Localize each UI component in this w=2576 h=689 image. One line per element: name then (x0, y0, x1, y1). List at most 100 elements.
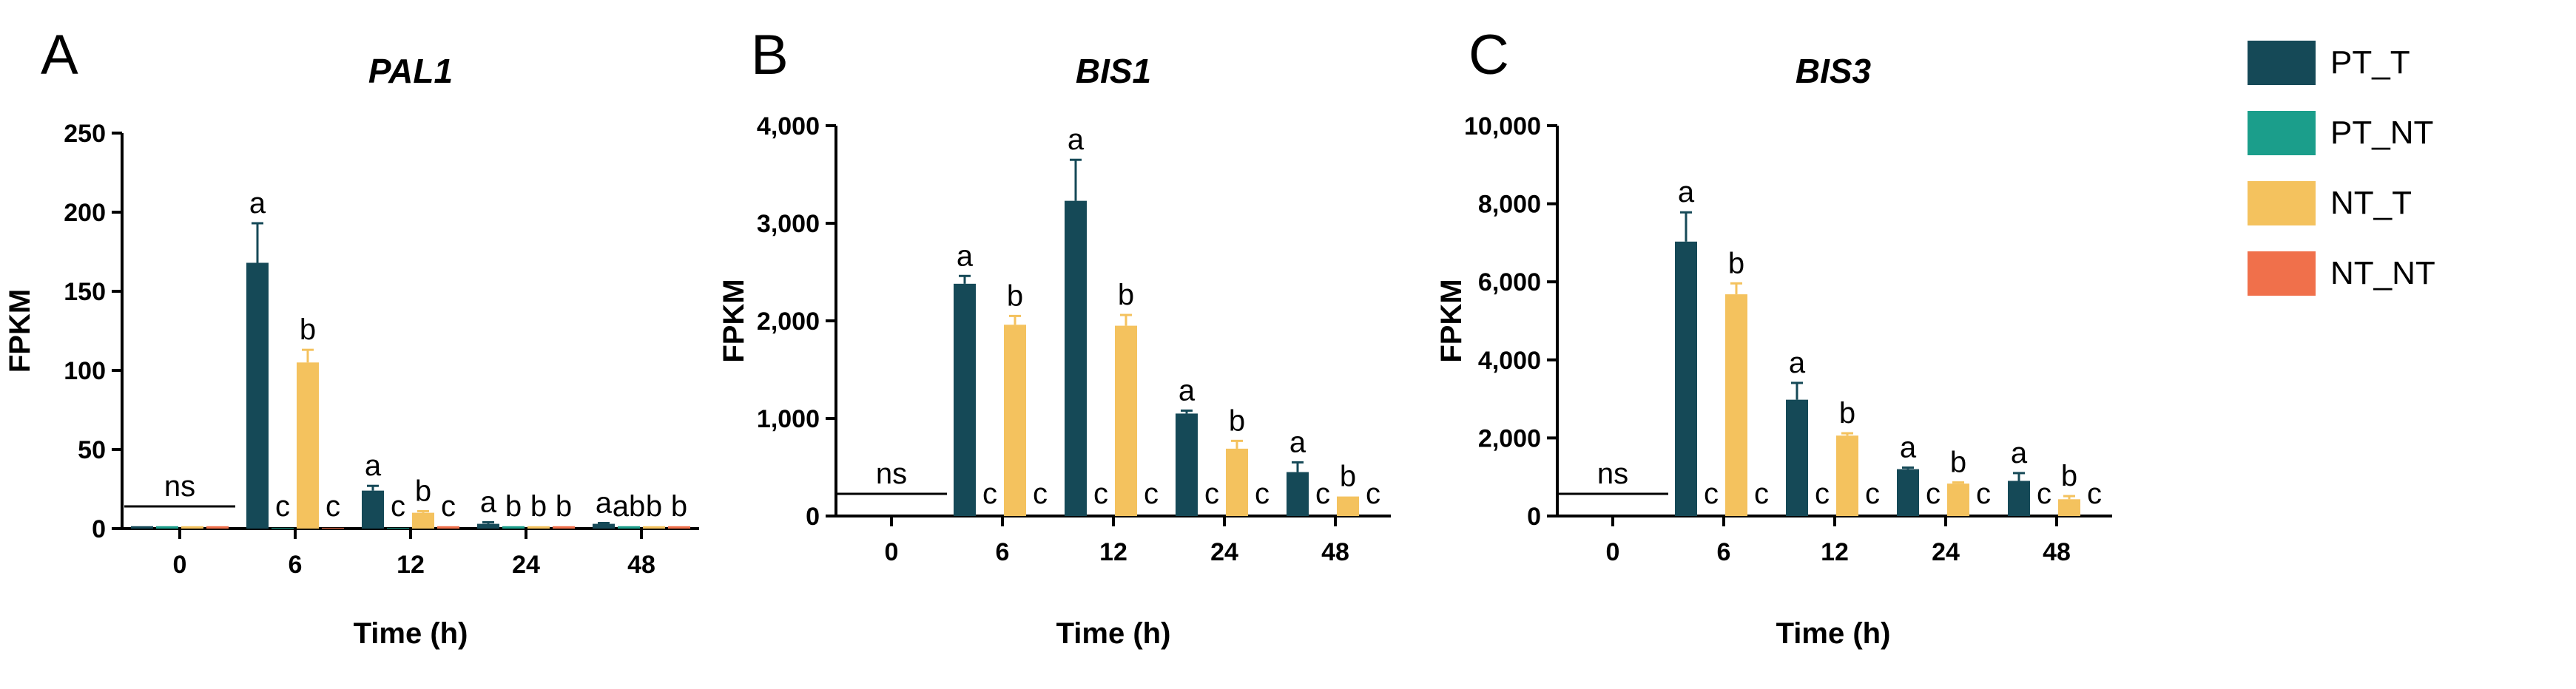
bar-pt-nt (502, 526, 525, 529)
y-axis-label: FPKM (1435, 279, 1468, 362)
y-tick-label: 2,000 (757, 308, 820, 336)
y-tick-label: 1,000 (757, 405, 820, 433)
significance-letter: a (480, 486, 497, 518)
significance-letter: c (1976, 478, 1991, 510)
significance-letter: b (671, 490, 687, 523)
chart-title: BIS1 (1076, 52, 1151, 90)
significance-letter: b (1950, 447, 1966, 479)
bar-nt-t (1725, 294, 1747, 516)
y-tick-label: 4,000 (757, 112, 820, 140)
chart-panels: A PAL1 0 50 100 150 200 250 0 6 12 24 48 Time (h) FPKM… (4, 24, 2112, 650)
bar-nt-t (1836, 435, 1858, 516)
y-tick-label: 0 (806, 503, 820, 531)
legend-swatch-nt-t (2248, 181, 2316, 225)
significance-letter: b (530, 490, 547, 523)
significance-letter: b (1340, 461, 1356, 493)
significance-letter: a (1179, 374, 1196, 407)
y-tick-label: 250 (64, 120, 106, 148)
significance-letter: b (505, 490, 522, 523)
bar-nt-nt (322, 527, 344, 529)
significance-letter: a (596, 487, 613, 520)
significance-letter: b (646, 490, 662, 523)
bar-pt-nt (156, 526, 178, 529)
bar-nt-t (1337, 496, 1359, 516)
significance-letter: a (1678, 176, 1695, 208)
bar-pt-t (1065, 200, 1087, 516)
bar-pt-nt (618, 526, 640, 529)
significance-letter: c (1754, 478, 1769, 510)
panel-letter: A (41, 24, 78, 86)
significance-letter: b (415, 475, 431, 507)
y-tick-label: 100 (64, 357, 106, 385)
x-tick-label: 0 (885, 538, 899, 566)
significance-letter: c (326, 490, 340, 523)
bar-pt-t (1176, 413, 1198, 516)
legend: PT_T PT_NT NT_T NT_NT (2248, 41, 2435, 296)
bar-pt-t (1897, 469, 1919, 516)
significance-letter: a (365, 449, 382, 482)
ns-label: ns (1597, 458, 1628, 490)
bar-nt-t (1004, 325, 1026, 516)
x-axis-label: Time (h) (354, 617, 468, 650)
significance-letter: b (1728, 247, 1744, 279)
significance-letter: b (1007, 279, 1023, 312)
bar-nt-t (181, 526, 203, 529)
x-tick-label: 24 (512, 551, 540, 579)
bar-pt-t (1287, 472, 1309, 516)
significance-letter: c (391, 490, 405, 523)
y-tick-label: 0 (1527, 503, 1541, 531)
legend-label-pt-nt: PT_NT (2330, 115, 2433, 151)
legend-swatch-nt-nt (2248, 251, 2316, 296)
bar-nt-t (1115, 325, 1137, 516)
significance-letter: c (1704, 478, 1719, 510)
bar-nt-nt (668, 526, 690, 529)
y-tick-label: 0 (92, 515, 106, 543)
x-tick-label: 24 (1932, 538, 1960, 566)
bar-nt-nt (553, 526, 575, 529)
bar-nt-t (297, 362, 319, 529)
y-tick-label: 8,000 (1478, 191, 1541, 219)
x-tick-label: 0 (1606, 538, 1620, 566)
bar-pt-t (131, 526, 153, 529)
significance-letter: c (1144, 478, 1159, 510)
chart-panel-a: A PAL1 0 50 100 150 200 250 0 6 12 24 48 Time (h) FPKM… (4, 24, 699, 650)
bar-pt-t (1786, 399, 1808, 516)
bar-pt-nt (387, 527, 409, 529)
legend-label-nt-nt: NT_NT (2330, 255, 2435, 291)
chart-panel-b: B BIS1 0 1,000 2,000 3,000 4,000 0 6 12 24 48 Time (… (718, 24, 1391, 650)
bar-nt-t (2058, 499, 2080, 516)
significance-letter: a (957, 240, 974, 272)
significance-letter: ab (613, 490, 646, 523)
chart-title: BIS3 (1796, 52, 1872, 90)
significance-letter: a (1789, 347, 1806, 379)
bar-pt-t (362, 490, 384, 529)
y-tick-label: 150 (64, 278, 106, 306)
x-tick-label: 48 (627, 551, 655, 579)
bar-pt-t (1675, 241, 1697, 516)
bar-pt-t (954, 283, 976, 516)
significance-letter: b (1229, 404, 1245, 437)
bar-pt-t (246, 262, 269, 529)
panel-letter: C (1469, 24, 1509, 86)
significance-letter: c (441, 490, 456, 523)
x-tick-label: 12 (397, 551, 425, 579)
significance-letter: a (1289, 426, 1306, 458)
significance-letter: c (1865, 478, 1880, 510)
significance-letter: b (1839, 397, 1855, 430)
ns-label: ns (876, 458, 907, 490)
y-tick-label: 200 (64, 199, 106, 227)
significance-letter: c (1204, 478, 1219, 510)
x-axis-label: Time (h) (1776, 617, 1891, 650)
bar-nt-t (527, 526, 550, 529)
significance-letter: b (2061, 460, 2077, 492)
x-tick-label: 0 (173, 551, 187, 579)
x-axis-label: Time (h) (1056, 617, 1171, 650)
x-tick-label: 6 (996, 538, 1010, 566)
chart-title: PAL1 (368, 52, 453, 90)
bar-nt-nt (437, 526, 459, 529)
y-tick-label: 10,000 (1464, 112, 1541, 140)
panel-letter: B (751, 24, 789, 86)
significance-letter: a (249, 187, 266, 220)
bar-nt-t (1226, 448, 1248, 516)
